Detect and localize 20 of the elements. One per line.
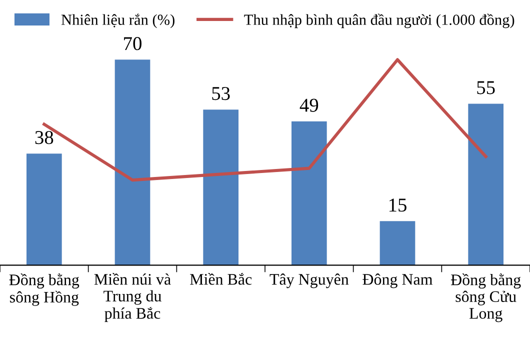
data-label: 15 (389, 198, 406, 212)
data-label: 55 (477, 81, 495, 94)
data-label: 49 (300, 98, 318, 112)
data-label: 70 (124, 37, 142, 50)
bar (292, 121, 327, 266)
bar (114, 60, 150, 266)
data-label: 53 (212, 87, 230, 100)
x-tick-label: Đông Nam (362, 274, 433, 288)
data-label: 38 (35, 131, 54, 144)
bar (468, 104, 504, 266)
bar (26, 154, 62, 266)
bar (380, 221, 416, 266)
x-tick-label: Đồng bằng sông Cửu Long (450, 274, 521, 322)
x-tick-label: Miền Bắc (190, 273, 252, 285)
x-tick-label: Đồng bằng sông Hồng (9, 274, 80, 306)
x-tick-label: Tây Nguyên (270, 274, 349, 288)
legend-label: Thu nhập bình quân đầu người (1.000 đồng) (244, 14, 514, 28)
legend-label: Nhiên liệu rắn (%) (61, 14, 174, 28)
bar (203, 110, 238, 266)
x-tick-label: Miền núi và Trung du phía Bắc (94, 273, 171, 322)
